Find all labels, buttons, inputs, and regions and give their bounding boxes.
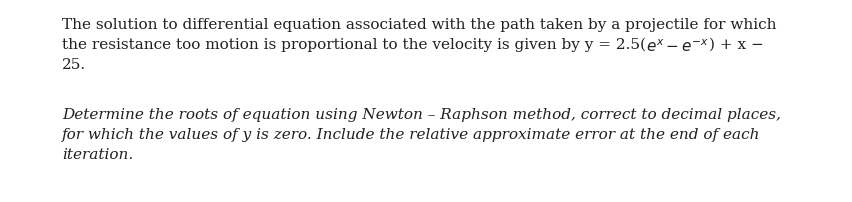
Text: $e^{x} - e^{-x}$: $e^{x} - e^{-x}$ [646,38,709,54]
Text: the resistance too motion is proportional to the velocity is given by y = 2.5(: the resistance too motion is proportiona… [62,38,646,52]
Text: Determine the roots of equation using Newton – Raphson method, correct to decima: Determine the roots of equation using Ne… [62,107,781,121]
Text: for which the values of y is zero. Include the relative approximate error at the: for which the values of y is zero. Inclu… [62,127,761,141]
Text: The solution to differential equation associated with the path taken by a projec: The solution to differential equation as… [62,18,776,32]
Text: iteration.: iteration. [62,147,133,161]
Text: 25.: 25. [62,58,86,72]
Text: ) + x −: ) + x − [709,38,763,52]
